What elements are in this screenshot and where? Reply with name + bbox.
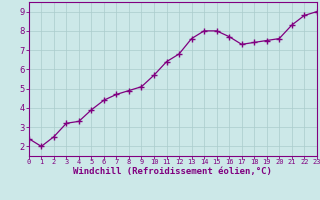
X-axis label: Windchill (Refroidissement éolien,°C): Windchill (Refroidissement éolien,°C) <box>73 167 272 176</box>
